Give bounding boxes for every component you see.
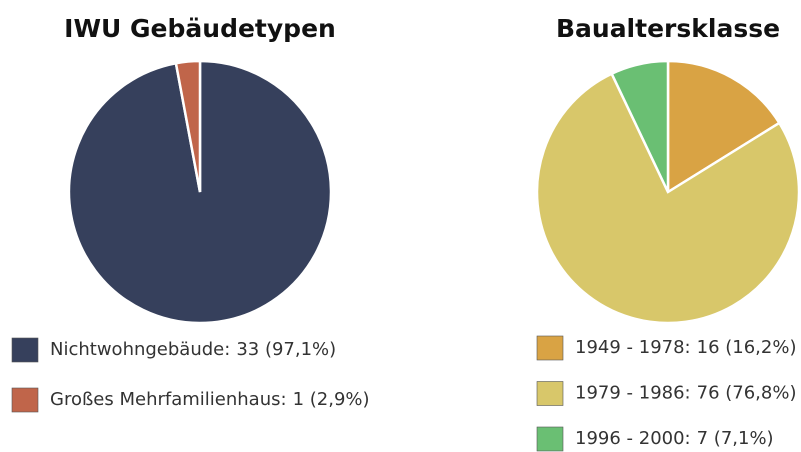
legend-category: 1979 - 1986: [575,383,691,404]
legend-label: Nichtwohngebäude: 33 (97,1%) [50,339,336,360]
legend-value: 76 (76,8%) [697,383,797,404]
chart-title: Baualtersklasse [556,14,780,43]
legend-value: 1 (2,9%) [293,389,370,410]
legend-category: Großes Mehrfamilienhaus: [50,389,287,410]
pie-slice [666,59,782,195]
legend-swatch [536,335,564,361]
legend-label: 1949 - 1978: 16 (16,2%) [575,337,796,358]
pie-slice [174,59,202,193]
legend-value: 16 (16,2%) [697,337,797,358]
legend-swatch [536,381,564,406]
chart-title: IWU Gebäudetypen [64,14,336,43]
legend-value: 33 (97,1%) [236,339,336,360]
pie-slice [610,59,670,193]
legend-category: 1949 - 1978: [575,337,691,358]
legend-swatch [11,387,39,413]
legend-swatch [11,337,39,363]
legend-label: 1996 - 2000: 7 (7,1%) [575,428,774,449]
legend-category: 1996 - 2000: [575,428,691,449]
legend-value: 7 (7,1%) [697,428,774,449]
legend-label: 1979 - 1986: 76 (76,8%) [575,383,796,404]
legend-label: Großes Mehrfamilienhaus: 1 (2,9%) [50,389,370,410]
legend-swatch [536,426,564,452]
pie-slice [535,72,801,325]
legend-category: Nichtwohngebäude: [50,339,230,360]
